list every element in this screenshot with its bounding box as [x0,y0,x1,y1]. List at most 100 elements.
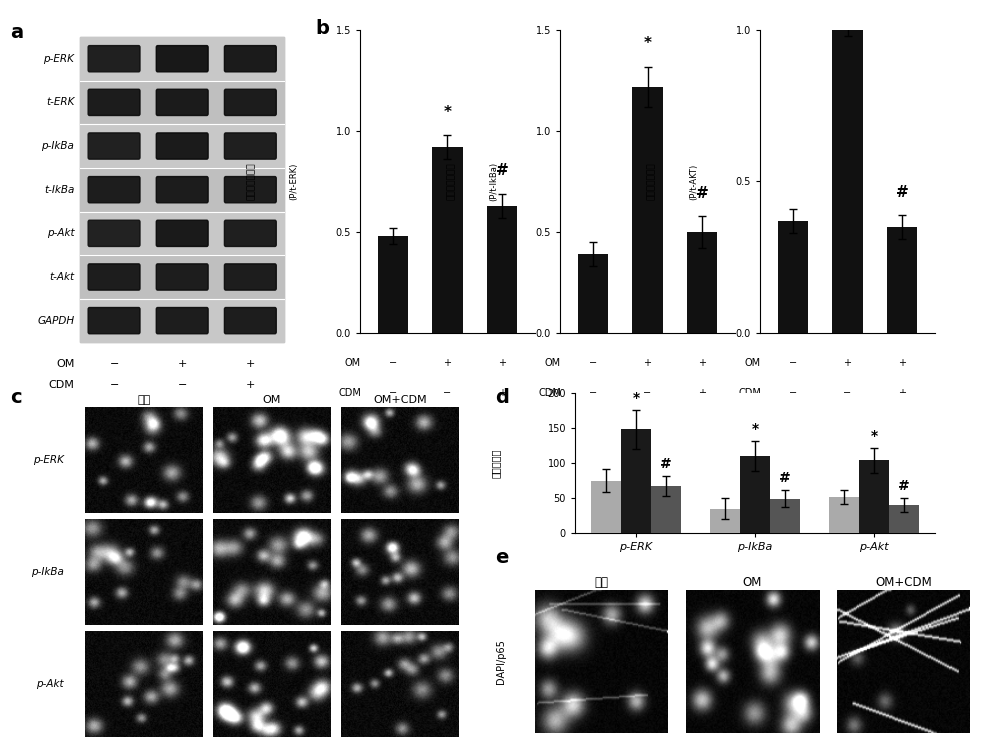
Text: −: − [789,358,797,368]
Text: −: − [643,388,652,398]
Bar [770,499,800,533]
Text: +: + [898,388,906,398]
Bar [632,87,663,333]
Bar [80,124,284,168]
Text: −: − [789,388,797,398]
Bar [378,236,408,333]
Text: +: + [246,380,255,390]
FancyBboxPatch shape [156,264,208,290]
FancyBboxPatch shape [156,308,208,333]
Bar [80,256,284,299]
Text: 蜃白质表达水平: 蜃白质表达水平 [647,163,656,200]
Text: p-ERK: p-ERK [44,54,74,64]
Text: *: * [443,105,451,120]
Text: t-ERK: t-ERK [46,98,74,107]
Text: #: # [898,479,910,493]
Text: +: + [498,388,506,398]
Bar [591,481,621,533]
Title: 对照: 对照 [594,575,608,588]
Text: +: + [898,358,906,368]
Bar [80,299,284,342]
Text: #: # [896,184,909,200]
Text: CDM: CDM [49,380,74,390]
FancyBboxPatch shape [156,45,208,72]
Text: +: + [178,359,187,369]
FancyBboxPatch shape [156,89,208,116]
Text: OM: OM [745,358,761,368]
FancyBboxPatch shape [224,177,276,203]
Text: +: + [698,358,706,368]
Text: b: b [315,19,329,38]
Text: +: + [498,358,506,368]
Text: #: # [779,472,791,485]
Text: CDM: CDM [338,388,361,398]
Bar [80,212,284,256]
Text: +: + [443,358,451,368]
Text: +: + [246,359,255,369]
Text: 蜃白质表达水平: 蜃白质表达水平 [447,163,456,200]
Bar [80,37,284,342]
FancyBboxPatch shape [156,177,208,203]
Title: OM: OM [263,395,281,405]
Text: OM: OM [545,358,561,368]
Text: −: − [443,388,452,398]
Text: −: − [589,358,597,368]
FancyBboxPatch shape [156,220,208,246]
FancyBboxPatch shape [224,133,276,160]
Text: p-ERK: p-ERK [33,455,64,466]
Bar [829,497,859,533]
Text: *: * [870,429,878,443]
Text: #: # [696,185,709,200]
Text: *: * [644,36,652,51]
Bar [578,254,608,333]
Title: OM+CDM: OM+CDM [875,575,932,588]
Text: *: * [751,422,759,435]
Text: OM: OM [56,359,74,369]
Text: 半定量强度: 半定量强度 [491,448,501,478]
FancyBboxPatch shape [156,133,208,160]
Bar [832,12,863,333]
Bar [889,505,919,533]
Text: −: − [589,388,597,398]
Bar [80,81,284,124]
Text: −: − [389,358,397,368]
Text: e: e [495,548,508,567]
FancyBboxPatch shape [88,133,140,160]
Text: GAPDH: GAPDH [37,316,74,326]
Text: −: − [109,380,119,390]
Text: −: − [389,388,397,398]
Text: −: − [178,380,187,390]
FancyBboxPatch shape [224,89,276,116]
Text: (P/t-AKT): (P/t-AKT) [689,163,698,200]
Text: d: d [495,388,509,407]
FancyBboxPatch shape [88,177,140,203]
Bar [432,147,463,333]
Text: p-Akt: p-Akt [36,679,64,689]
Bar [487,206,517,333]
Text: +: + [644,358,652,368]
Text: +: + [844,358,852,368]
FancyBboxPatch shape [88,308,140,333]
Bar [651,486,681,533]
FancyBboxPatch shape [224,264,276,290]
Text: CDM: CDM [738,388,761,398]
Bar [80,37,284,81]
Text: (P/t-ERK): (P/t-ERK) [289,163,298,200]
Text: +: + [698,388,706,398]
FancyBboxPatch shape [88,89,140,116]
Text: 蜃白质表达水平: 蜃白质表达水平 [247,163,256,200]
FancyBboxPatch shape [224,220,276,246]
Text: c: c [10,388,22,407]
Text: #: # [660,457,672,472]
Bar [621,429,651,533]
Text: #: # [496,163,509,178]
Title: OM: OM [743,575,762,588]
Title: OM+CDM: OM+CDM [373,395,427,405]
FancyBboxPatch shape [88,264,140,290]
Text: *: * [632,391,640,405]
FancyBboxPatch shape [88,45,140,72]
Bar [687,232,717,333]
Text: p-IkBa: p-IkBa [42,141,74,151]
Text: p-IkBa: p-IkBa [31,567,64,578]
FancyBboxPatch shape [224,308,276,333]
